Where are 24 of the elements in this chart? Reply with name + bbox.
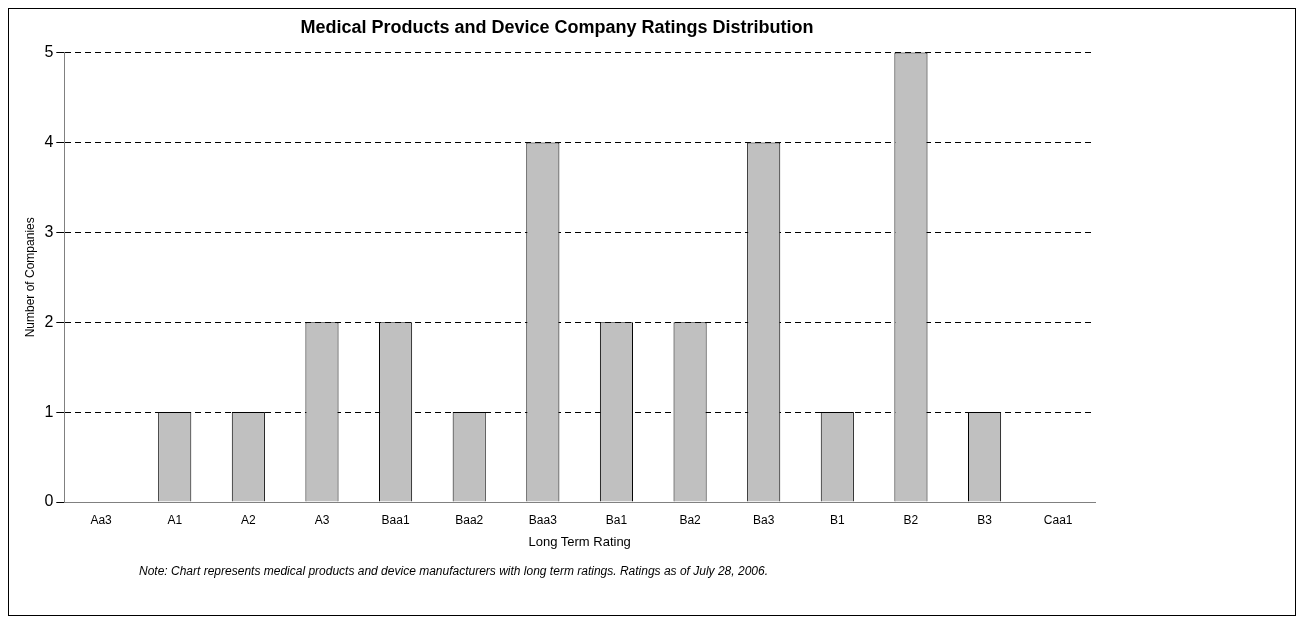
x-tick-label: A1 xyxy=(167,512,183,527)
x-tick-label: Baa2 xyxy=(455,512,484,527)
y-tick-label: 3 xyxy=(44,222,54,240)
text: Note: Chart represents medical products and device manufacturers with long term ratings. Ratings as of July 28, 2006. xyxy=(139,564,769,578)
x-tick-label: Aa3 xyxy=(90,512,113,527)
y-tick-label: 4 xyxy=(44,132,54,150)
y-tick-label: 1 xyxy=(44,402,54,420)
x-tick-label: Baa1 xyxy=(381,512,410,527)
x-tick-label: Ba3 xyxy=(753,512,775,527)
x-tick-label: Baa3 xyxy=(528,512,558,527)
y-tick-label: 2 xyxy=(44,312,54,330)
x-tick-label: Caa1 xyxy=(1043,512,1073,527)
y-tick-label: 0 xyxy=(44,492,54,510)
y-axis-title: Number of Companies xyxy=(22,217,37,338)
x-tick-label: B1 xyxy=(829,512,845,527)
x-tick-label: B2 xyxy=(903,512,919,527)
x-tick-label: A3 xyxy=(314,512,330,527)
x-tick-label: B3 xyxy=(977,512,993,527)
x-axis-title: Long Term Rating xyxy=(528,533,631,549)
x-tick-label: Ba2 xyxy=(679,512,702,527)
x-tick-label: A2 xyxy=(241,512,257,527)
chart-title: Medical Products and Device Company Ratings Distribution xyxy=(300,16,814,37)
y-tick-label: 5 xyxy=(44,43,54,61)
x-tick-label: Ba1 xyxy=(605,512,628,527)
